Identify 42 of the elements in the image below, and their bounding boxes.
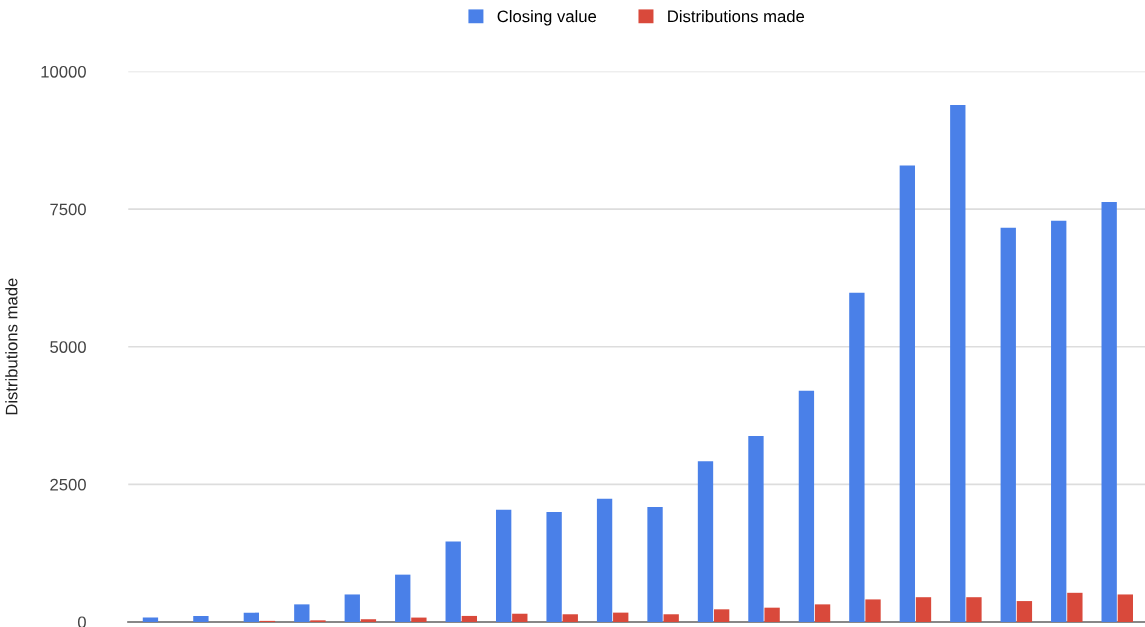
bar bbox=[411, 617, 427, 622]
bar bbox=[360, 619, 377, 622]
bar bbox=[512, 613, 528, 622]
bar bbox=[193, 615, 209, 622]
bar bbox=[849, 292, 865, 622]
y-tick-label: 5000 bbox=[50, 341, 86, 353]
y-tick-label: 10000 bbox=[41, 65, 86, 78]
bar bbox=[966, 597, 982, 622]
bar bbox=[713, 609, 730, 622]
bar bbox=[562, 614, 578, 622]
y-axis-title: Distributions made bbox=[5, 278, 18, 415]
y-tick-label: 2500 bbox=[50, 478, 86, 491]
bar bbox=[663, 614, 679, 622]
y-tick-label: 7500 bbox=[50, 203, 86, 216]
bar bbox=[814, 604, 831, 622]
bar bbox=[243, 612, 260, 622]
bar bbox=[865, 599, 881, 622]
bar bbox=[613, 612, 629, 622]
bar bbox=[697, 461, 714, 622]
bar bbox=[1067, 592, 1083, 622]
bar bbox=[1000, 227, 1016, 622]
bar bbox=[495, 509, 512, 622]
bar bbox=[899, 165, 916, 622]
bar bbox=[1051, 220, 1067, 622]
bar bbox=[344, 594, 360, 622]
legend-label: Closing value bbox=[497, 10, 597, 26]
bar bbox=[647, 506, 663, 622]
bar bbox=[546, 511, 562, 622]
bar bbox=[798, 390, 815, 622]
bar bbox=[294, 604, 310, 622]
bar bbox=[748, 435, 764, 622]
bar bbox=[915, 597, 932, 622]
bar bbox=[395, 574, 411, 622]
bar bbox=[950, 105, 966, 622]
legend-label: Distributions made bbox=[668, 10, 805, 23]
bar bbox=[1117, 594, 1133, 622]
bar bbox=[1016, 601, 1033, 622]
bar bbox=[596, 498, 613, 622]
bar bbox=[1101, 201, 1117, 622]
bar bbox=[764, 607, 780, 622]
bar bbox=[461, 615, 478, 622]
bar bbox=[445, 541, 461, 622]
